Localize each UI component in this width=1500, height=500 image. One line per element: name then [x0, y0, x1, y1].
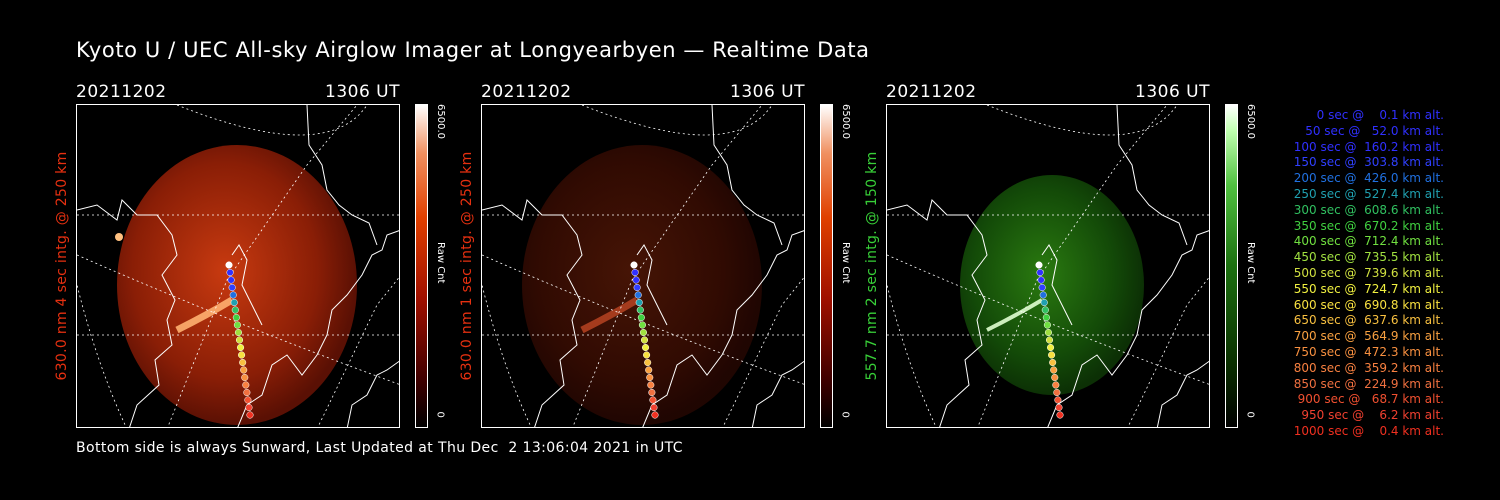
colorbar	[820, 104, 833, 428]
legend-row: 300 sec @ 608.6 km alt.	[1289, 202, 1444, 217]
legend-row: 850 sec @ 224.9 km alt.	[1289, 376, 1444, 391]
footer-status: Bottom side is always Sunward, Last Upda…	[76, 440, 683, 456]
legend-row: 200 sec @ 426.0 km alt.	[1289, 171, 1444, 186]
imager-panel-557-2s: 20211202 1306 UT 557.7 nm 2 sec intg. @ …	[864, 82, 1291, 432]
legend-row: 750 sec @ 472.3 km alt.	[1289, 344, 1444, 359]
legend-row: 550 sec @ 724.7 km alt.	[1289, 281, 1444, 296]
panel-date: 20211202	[481, 82, 572, 102]
allsky-map	[482, 105, 804, 427]
legend-row: 650 sec @ 637.6 km alt.	[1289, 313, 1444, 328]
satellite-track-legend: 0 sec @ 0.1 km alt. 50 sec @ 52.0 km alt…	[1262, 108, 1444, 440]
colorbar-min-label: 0	[434, 411, 446, 418]
colorbar	[1225, 104, 1238, 428]
legend-row: 50 sec @ 52.0 km alt.	[1297, 123, 1444, 138]
legend-row: 100 sec @ 160.2 km alt.	[1289, 139, 1444, 154]
panel-date: 20211202	[76, 82, 167, 102]
panel-time: 1306 UT	[1135, 82, 1210, 102]
legend-row: 150 sec @ 303.8 km alt.	[1289, 155, 1444, 170]
allsky-image	[76, 104, 400, 428]
colorbar-min-label: 0	[839, 411, 851, 418]
panel-wavelength-label: 630.0 nm 1 sec intg. @ 250 km	[459, 151, 475, 381]
legend-row: 250 sec @ 527.4 km alt.	[1289, 186, 1444, 201]
legend-row: 950 sec @ 6.2 km alt.	[1297, 408, 1444, 423]
panel-date: 20211202	[886, 82, 977, 102]
legend-row: 600 sec @ 690.8 km alt.	[1289, 297, 1444, 312]
legend-row: 0 sec @ 0.1 km alt.	[1305, 108, 1444, 122]
panel-time: 1306 UT	[730, 82, 805, 102]
legend-row: 500 sec @ 739.6 km alt.	[1289, 265, 1444, 280]
page-title: Kyoto U / UEC All-sky Airglow Imager at …	[76, 38, 870, 62]
legend-row: 900 sec @ 68.7 km alt.	[1293, 392, 1444, 407]
allsky-map	[887, 105, 1209, 427]
panel-wavelength-label: 630.0 nm 4 sec intg. @ 250 km	[54, 151, 70, 381]
panel-time: 1306 UT	[325, 82, 400, 102]
colorbar-min-label: 0	[1244, 411, 1256, 418]
imager-panel-630-1s: 20211202 1306 UT 630.0 nm 1 sec intg. @ …	[459, 82, 886, 432]
legend-row: 400 sec @ 712.4 km alt.	[1289, 234, 1444, 249]
legend-row: 800 sec @ 359.2 km alt.	[1289, 360, 1444, 375]
colorbar	[415, 104, 428, 428]
legend-row: 350 sec @ 670.2 km alt.	[1289, 218, 1444, 233]
panel-wavelength-label: 557.7 nm 2 sec intg. @ 150 km	[864, 151, 880, 381]
legend-row: 450 sec @ 735.5 km alt.	[1289, 250, 1444, 265]
allsky-image	[481, 104, 805, 428]
allsky-image	[886, 104, 1210, 428]
allsky-map	[77, 105, 399, 427]
imager-panel-630-4s: 20211202 1306 UT 630.0 nm 4 sec intg. @ …	[54, 82, 481, 432]
legend-row: 700 sec @ 564.9 km alt.	[1289, 329, 1444, 344]
legend-row: 1000 sec @ 0.4 km alt.	[1293, 423, 1444, 438]
